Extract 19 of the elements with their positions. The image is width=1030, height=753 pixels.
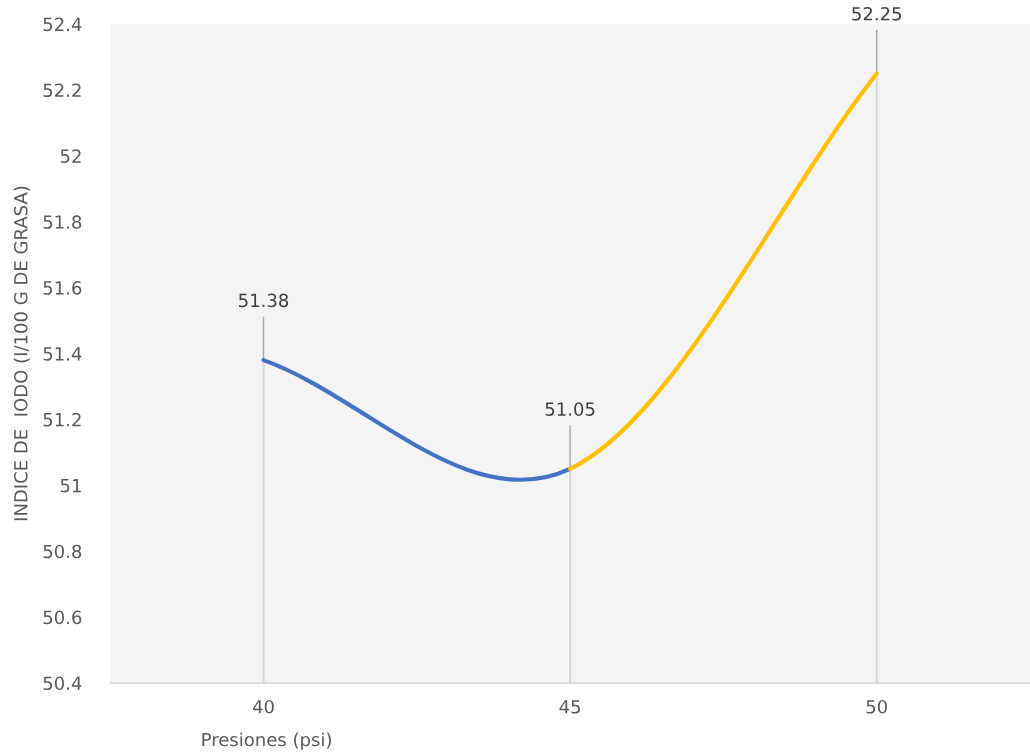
x-tick-label: 50 (866, 699, 887, 714)
y-tick-label: 52.2 (43, 83, 81, 98)
data-label: 52.25 (852, 6, 901, 21)
data-label: 51.38 (239, 293, 289, 308)
data-label: 51.05 (545, 402, 595, 416)
y-tick-label: 51.4 (43, 347, 82, 361)
y-tick-label: 51.6 (43, 281, 82, 295)
y-tick-label: 50.8 (43, 544, 82, 559)
y-tick-label: 51 (60, 479, 81, 493)
y-tick-label: 50.4 (43, 676, 82, 691)
x-axis-title: Presiones (psi) (202, 732, 331, 750)
y-tick-label: 52.4 (43, 17, 82, 32)
y-tick-label: 50.6 (43, 610, 82, 625)
y-tick-label: 51.2 (43, 412, 81, 427)
y-axis-title: INDICE DE IODO (I/100 G DE GRASA) (13, 186, 30, 521)
x-tick-label: 45 (559, 700, 581, 714)
y-tick-label: 52 (60, 149, 81, 163)
x-tick-label: 40 (252, 699, 274, 714)
y-tick-label: 51.8 (43, 215, 82, 229)
